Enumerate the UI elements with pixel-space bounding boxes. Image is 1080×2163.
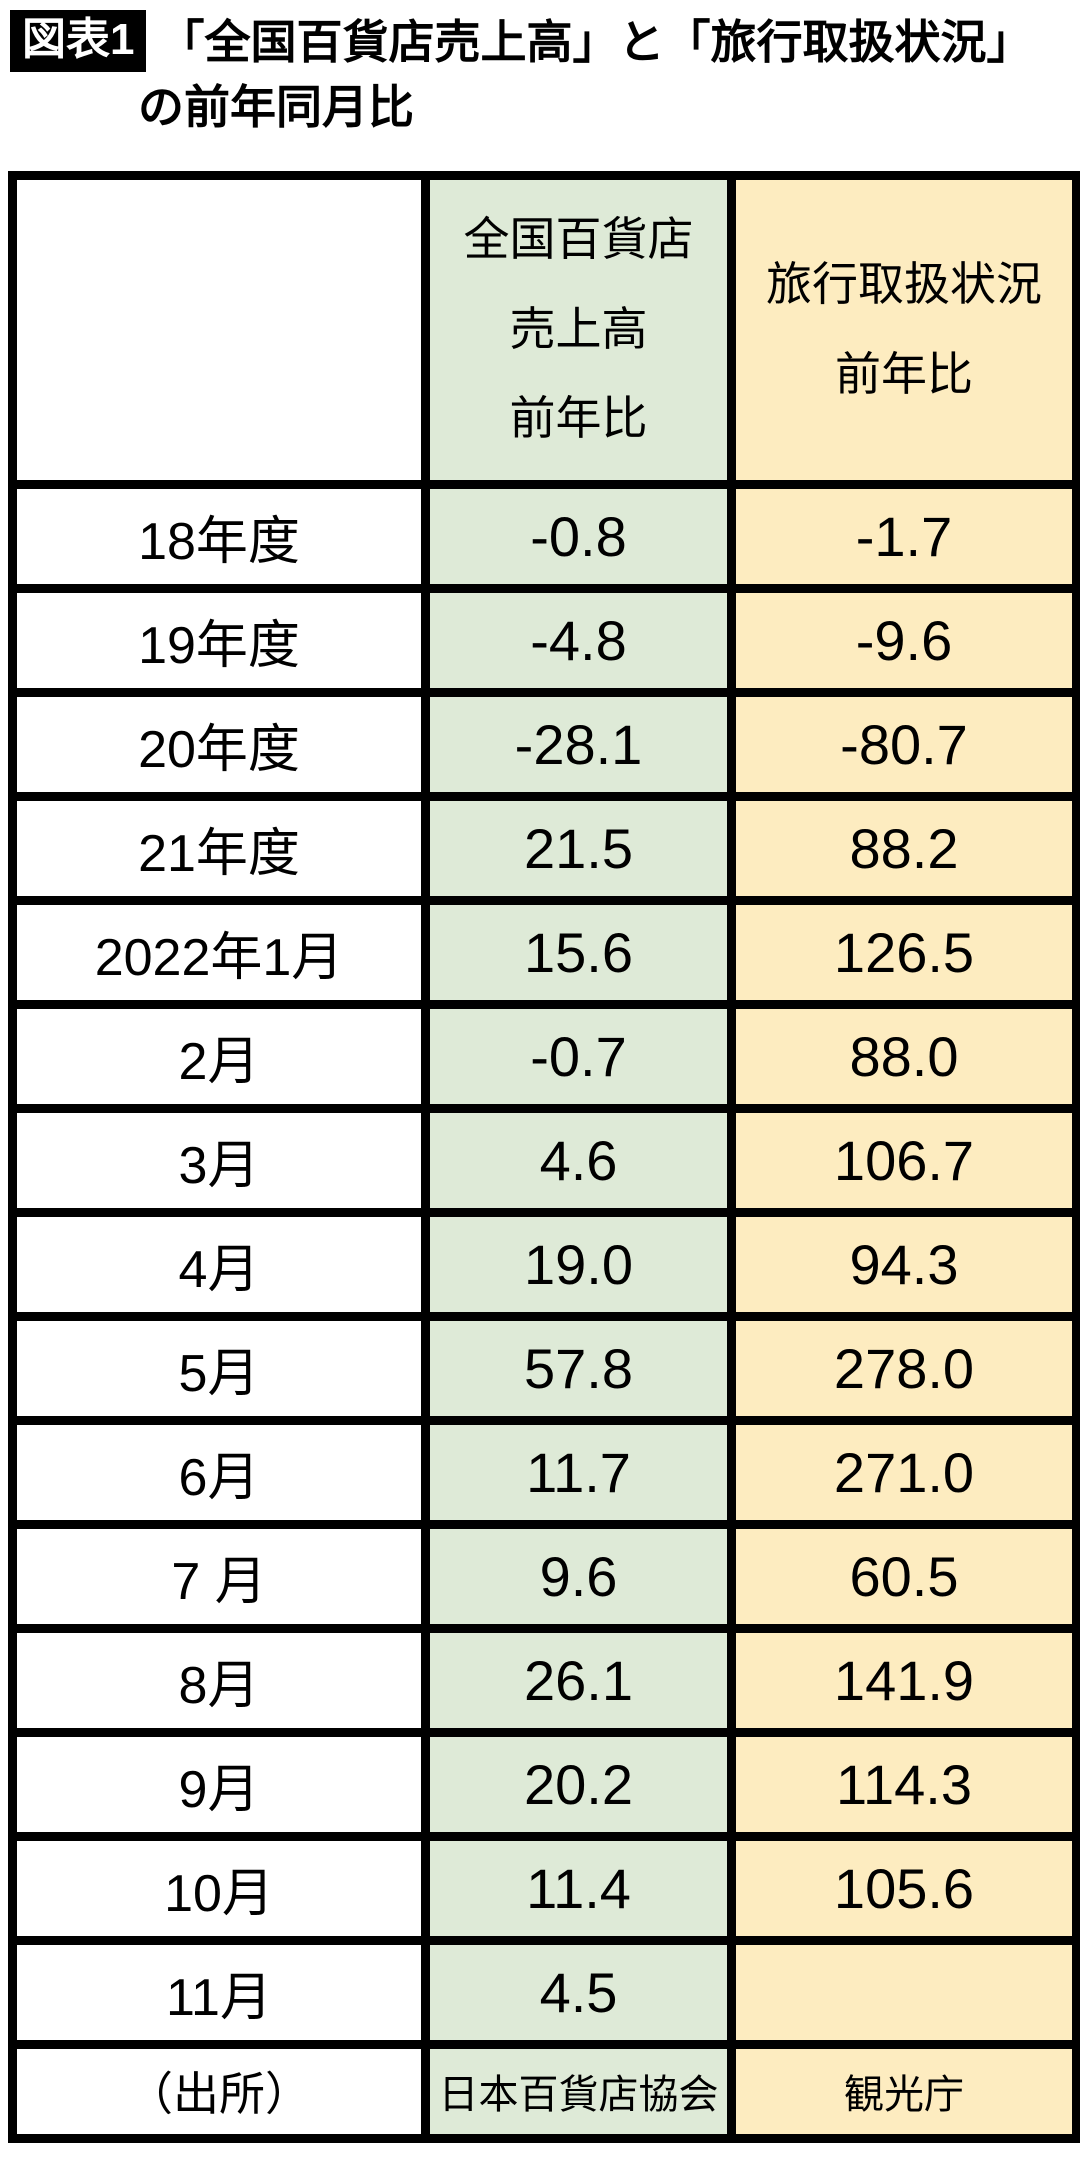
row-label: 7 月 [8, 1519, 430, 1633]
title-text-line1: 「全国百貨店売上高」と「旅行取扱状況」 [158, 16, 1033, 68]
row-label: 2022年1月 [8, 895, 430, 1009]
travel-value: 271.0 [727, 1415, 1080, 1529]
header-travel-line2: 前年比 [835, 347, 973, 400]
row-label: 5月 [8, 1311, 430, 1425]
source-label: （出所） [8, 2039, 430, 2143]
header-row: 全国百貨店 売上高 前年比 旅行取扱状況 前年比 [8, 170, 1080, 489]
travel-value: -9.6 [727, 583, 1080, 697]
title-line-1: 図表1 「全国百貨店売上高」と「旅行取扱状況」 [10, 10, 1080, 75]
dept-value: 11.7 [421, 1415, 736, 1529]
dept-value: -0.7 [421, 999, 736, 1113]
dept-value: 4.6 [421, 1103, 736, 1217]
travel-value: 60.5 [727, 1519, 1080, 1633]
table-row: 8月 26.1 141.9 [8, 1623, 1080, 1737]
figure-title: 図表1 「全国百貨店売上高」と「旅行取扱状況」 の前年同月比 [0, 0, 1080, 141]
dept-value: 21.5 [421, 791, 736, 905]
header-dept-line1: 全国百貨店 [463, 213, 694, 266]
travel-value: 126.5 [727, 895, 1080, 1009]
source-row: （出所） 日本百貨店協会 観光庁 [8, 2039, 1080, 2143]
header-dept-cell: 全国百貨店 売上高 前年比 [421, 170, 736, 489]
header-dept-line2: 売上高 [509, 302, 648, 355]
table-row: 9月 20.2 114.3 [8, 1727, 1080, 1841]
table-row: 10月 11.4 105.6 [8, 1831, 1080, 1945]
header-travel-line1: 旅行取扱状況 [766, 257, 1042, 310]
header-travel-cell: 旅行取扱状況 前年比 [727, 170, 1080, 489]
table-row: 11月 4.5 [8, 1935, 1080, 2049]
figure-number-badge: 図表1 [10, 10, 147, 73]
dept-value: 11.4 [421, 1831, 736, 1945]
travel-value: 88.0 [727, 999, 1080, 1113]
travel-value: 105.6 [727, 1831, 1080, 1945]
row-label: 18年度 [8, 479, 430, 593]
row-label: 21年度 [8, 791, 430, 905]
row-label: 8月 [8, 1623, 430, 1737]
title-text-line2: の前年同月比 [138, 81, 414, 134]
row-label: 19年度 [8, 583, 430, 697]
dept-value: -0.8 [421, 479, 736, 593]
row-label: 2月 [8, 999, 430, 1113]
table-row: 4月 19.0 94.3 [8, 1207, 1080, 1321]
table-row: 19年度 -4.8 -9.6 [8, 583, 1080, 697]
row-label: 20年度 [8, 687, 430, 801]
table-row: 18年度 -0.8 -1.7 [8, 479, 1080, 593]
dept-source: 日本百貨店協会 [421, 2039, 736, 2143]
table-row: 21年度 21.5 88.2 [8, 791, 1080, 905]
travel-value: -1.7 [727, 479, 1080, 593]
travel-value: 106.7 [727, 1103, 1080, 1217]
dept-value: -28.1 [421, 687, 736, 801]
dept-value: 57.8 [421, 1311, 736, 1425]
row-label: 9月 [8, 1727, 430, 1841]
dept-value: 19.0 [421, 1207, 736, 1321]
row-label: 11月 [8, 1935, 430, 2049]
travel-value: -80.7 [727, 687, 1080, 801]
travel-value: 114.3 [727, 1727, 1080, 1841]
dept-value: 15.6 [421, 895, 736, 1009]
table-row: 6月 11.7 271.0 [8, 1415, 1080, 1529]
row-label: 4月 [8, 1207, 430, 1321]
table-row: 20年度 -28.1 -80.7 [8, 687, 1080, 801]
travel-value [727, 1935, 1080, 2049]
table-row: 2月 -0.7 88.0 [8, 999, 1080, 1113]
table-row: 7 月 9.6 60.5 [8, 1519, 1080, 1633]
table-row: 2022年1月 15.6 126.5 [8, 895, 1080, 1009]
data-table: 全国百貨店 売上高 前年比 旅行取扱状況 前年比 18年度 -0.8 -1.7 … [8, 170, 1080, 2143]
dept-value: 4.5 [421, 1935, 736, 2049]
travel-value: 88.2 [727, 791, 1080, 905]
travel-value: 278.0 [727, 1311, 1080, 1425]
table-row: 3月 4.6 106.7 [8, 1103, 1080, 1217]
dept-value: 20.2 [421, 1727, 736, 1841]
header-dept-line3: 前年比 [509, 392, 648, 445]
header-empty-cell [8, 170, 430, 489]
row-label: 6月 [8, 1415, 430, 1529]
row-label: 10月 [8, 1831, 430, 1945]
travel-source: 観光庁 [727, 2039, 1080, 2143]
dept-value: 26.1 [421, 1623, 736, 1737]
travel-value: 94.3 [727, 1207, 1080, 1321]
dept-value: -4.8 [421, 583, 736, 697]
travel-value: 141.9 [727, 1623, 1080, 1737]
dept-value: 9.6 [421, 1519, 736, 1633]
row-label: 3月 [8, 1103, 430, 1217]
table-row: 5月 57.8 278.0 [8, 1311, 1080, 1425]
